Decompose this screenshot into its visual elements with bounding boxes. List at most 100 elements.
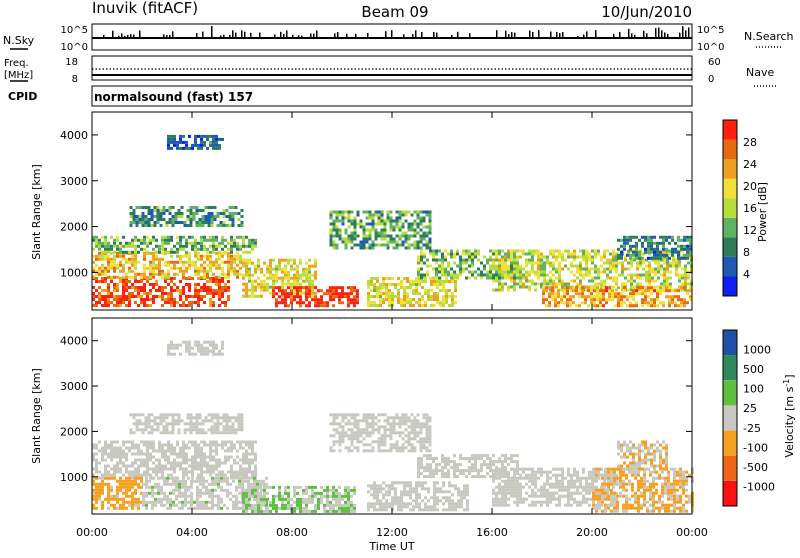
- velocity-cell: [344, 507, 347, 510]
- nsearch-bar: [169, 35, 171, 38]
- velocity-cell: [251, 504, 254, 507]
- power-cell: [370, 280, 373, 283]
- power-cell: [107, 245, 110, 248]
- power-cell: [287, 292, 290, 295]
- power-cell: [308, 274, 311, 277]
- velocity-cell: [287, 486, 290, 489]
- power-cell: [626, 239, 629, 242]
- velocity-cell: [351, 449, 354, 452]
- power-cell: [456, 265, 459, 268]
- nsearch-bar: [559, 33, 561, 38]
- noise-tick-top-left: 10^5: [61, 25, 88, 36]
- power-cell: [275, 298, 278, 301]
- velocity-cell: [308, 495, 311, 498]
- power-cell: [203, 270, 206, 273]
- power-cell: [272, 283, 275, 286]
- power-cell: [203, 144, 206, 147]
- velocity-cell: [426, 446, 429, 449]
- power-cell: [311, 292, 314, 295]
- power-cell: [415, 289, 418, 292]
- power-cell: [519, 283, 522, 286]
- power-cell: [650, 251, 653, 254]
- power-cell: [450, 274, 453, 277]
- power-cell: [397, 298, 400, 301]
- velocity-cell: [248, 468, 251, 471]
- velocity-cell: [330, 434, 333, 437]
- velocity-cell: [139, 422, 142, 425]
- power-cell: [203, 295, 206, 298]
- power-cell: [248, 245, 251, 248]
- velocity-cell: [202, 428, 205, 431]
- power-cell: [424, 301, 427, 304]
- power-cell: [236, 236, 239, 239]
- power-cell: [104, 255, 107, 258]
- power-cell: [242, 239, 245, 242]
- velocity-cell: [167, 344, 170, 347]
- velocity-cell: [119, 480, 122, 483]
- power-cell: [224, 273, 227, 276]
- velocity-cell: [406, 493, 409, 496]
- power-cell: [236, 264, 239, 267]
- power-cell: [675, 262, 678, 265]
- power-cell: [218, 267, 221, 270]
- power-cell: [393, 220, 396, 223]
- velocity-cell: [116, 447, 119, 450]
- velocity-cell: [406, 481, 409, 484]
- velocity-cell: [136, 428, 139, 431]
- velocity-cell: [182, 462, 185, 465]
- velocity-cell: [269, 486, 272, 489]
- power-cell: [125, 261, 128, 264]
- power-cell: [230, 248, 233, 251]
- power-cell: [566, 298, 569, 301]
- power-cell: [125, 276, 128, 279]
- power-cell: [420, 220, 423, 223]
- power-cell: [149, 273, 152, 276]
- velocity-cell: [436, 487, 439, 490]
- power-cell: [442, 301, 445, 304]
- power-cell: [197, 267, 200, 270]
- power-cell: [400, 283, 403, 286]
- velocity-cell: [220, 498, 223, 501]
- power-cell: [305, 292, 308, 295]
- velocity-cell: [200, 450, 203, 453]
- velocity-cell: [399, 419, 402, 422]
- power-cell: [155, 280, 158, 283]
- velocity-cell: [245, 492, 248, 495]
- velocity-cell: [376, 493, 379, 496]
- velocity-cell: [178, 492, 181, 495]
- power-cell: [558, 262, 561, 265]
- power-cell: [209, 289, 212, 292]
- velocity-cell: [142, 495, 145, 498]
- power-cell: [599, 289, 602, 292]
- power-cell: [140, 280, 143, 283]
- power-cell: [336, 226, 339, 229]
- power-cell: [133, 212, 136, 215]
- power-cell: [336, 235, 339, 238]
- power-cell: [415, 277, 418, 280]
- velocity-cell: [146, 450, 149, 453]
- power-cell: [107, 289, 110, 292]
- power-cell: [170, 135, 173, 138]
- velocity-cell: [412, 499, 415, 502]
- velocity-cell: [101, 492, 104, 495]
- velocity-cell: [169, 477, 172, 480]
- power-cell: [420, 235, 423, 238]
- velocity-cell: [329, 495, 332, 498]
- power-cell: [104, 267, 107, 270]
- power-cell: [444, 256, 447, 259]
- power-cell: [351, 211, 354, 214]
- power-cell: [376, 304, 379, 307]
- power-cell: [417, 256, 420, 259]
- velocity-cell: [370, 487, 373, 490]
- velocity-cell: [415, 487, 418, 490]
- velocity-cell: [131, 507, 134, 510]
- velocity-cell: [397, 481, 400, 484]
- power-cell: [122, 267, 125, 270]
- power-cell: [206, 147, 209, 150]
- power-cell: [522, 277, 525, 280]
- power-cell: [119, 270, 122, 273]
- power-cell: [113, 276, 116, 279]
- power-cell: [442, 295, 445, 298]
- power-cell: [354, 229, 357, 232]
- velocity-cell: [179, 450, 182, 453]
